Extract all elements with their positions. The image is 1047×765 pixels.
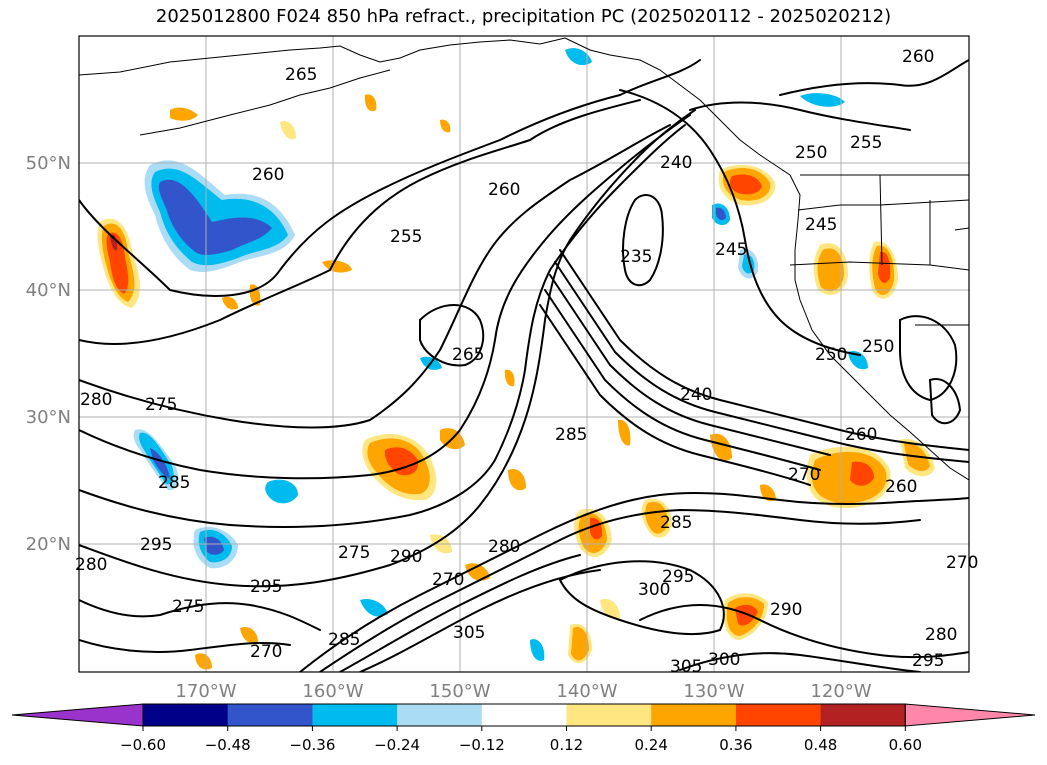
- colorbar-tick-label: 0.36: [719, 736, 752, 754]
- contour-label-group: 265 260 260 255 265 240 235 245 250 255 …: [75, 47, 978, 677]
- colorbar-segment: [227, 704, 313, 726]
- colorbar: [11, 703, 1036, 727]
- contour-label: 280: [80, 390, 112, 410]
- lat-label: 30°N: [26, 407, 71, 428]
- contour-label: 260: [845, 425, 877, 445]
- contour-label: 275: [172, 597, 204, 617]
- coastlines: [79, 37, 969, 481]
- contour-lines: [79, 59, 969, 672]
- contour-label: 285: [158, 473, 190, 493]
- colorbar-tick-label: −0.48: [205, 736, 251, 754]
- lon-label: 140°W: [556, 681, 617, 702]
- contour-label: 250: [795, 143, 827, 163]
- contour-label: 260: [902, 47, 934, 67]
- contour-label: 295: [250, 577, 282, 597]
- contour-label: 305: [453, 623, 485, 643]
- colorbar-segment: [481, 704, 567, 726]
- lat-label-group: 50°N 40°N 30°N 20°N: [26, 153, 71, 555]
- contour-label: 295: [662, 567, 694, 587]
- colorbar-segment: [566, 704, 652, 726]
- colorbar-segment: [397, 704, 483, 726]
- colorbar-tick-label: 0.60: [889, 736, 922, 754]
- lon-label: 150°W: [429, 681, 490, 702]
- contour-label: 235: [620, 247, 652, 267]
- colorbar-segment: [820, 704, 906, 726]
- lon-label-group: 170°W 160°W 150°W 140°W 130°W 120°W: [175, 681, 871, 702]
- colorbar-tick-label: 0.48: [804, 736, 837, 754]
- contour-label: 275: [338, 543, 370, 563]
- colorbar-extend-low: [11, 703, 144, 727]
- contour-label: 260: [488, 180, 520, 200]
- colorbar-tick-label: 0.24: [634, 736, 667, 754]
- contour-label: 285: [328, 630, 360, 650]
- contour-label: 250: [815, 345, 847, 365]
- contour-label: 275: [145, 395, 177, 415]
- colorbar-extend-high: [904, 703, 1036, 727]
- contour-label: 280: [488, 537, 520, 557]
- contour-label: 265: [452, 345, 484, 365]
- contour-label: 290: [770, 600, 802, 620]
- contour-label: 255: [850, 133, 882, 153]
- contour-label: 240: [660, 153, 692, 173]
- contour-label: 240: [680, 385, 712, 405]
- contour-label: 245: [715, 240, 747, 260]
- contour-label: 270: [250, 642, 282, 662]
- contour-label: 295: [140, 535, 172, 555]
- colorbar-tick-label: −0.12: [459, 736, 505, 754]
- contour-label: 270: [788, 465, 820, 485]
- contour-label: 260: [885, 477, 917, 497]
- lon-label: 170°W: [175, 681, 236, 702]
- contour-label: 265: [285, 65, 317, 85]
- contour-label: 295: [912, 651, 944, 671]
- colorbar-outline: [142, 703, 906, 727]
- precip-shading: [97, 48, 935, 670]
- colorbar-tick-group: −0.60 −0.48 −0.36 −0.24 −0.12 0.12 0.24 0.36 0.4…: [120, 726, 922, 754]
- contour-label: 290: [390, 547, 422, 567]
- colorbar-segment: [143, 704, 229, 726]
- contour-label: 300: [708, 650, 740, 670]
- colorbar-segment: [312, 704, 398, 726]
- lon-label: 130°W: [683, 681, 744, 702]
- colorbar-tick-label: −0.36: [289, 736, 335, 754]
- contour-label: 255: [390, 227, 422, 247]
- contour-label: 305: [670, 657, 702, 677]
- map-border: [78, 35, 970, 673]
- map-title: 2025012800 F024 850 hPa refract., precip…: [155, 6, 892, 27]
- lat-label: 50°N: [26, 153, 71, 174]
- contour-label: 285: [555, 425, 587, 445]
- contour-label: 260: [252, 165, 284, 185]
- colorbar-tick-label: −0.60: [120, 736, 166, 754]
- contour-label: 250: [862, 337, 894, 357]
- lon-label: 160°W: [302, 681, 363, 702]
- lon-label: 120°W: [810, 681, 871, 702]
- contour-label: 300: [638, 580, 670, 600]
- contour-label: 270: [432, 570, 464, 590]
- contour-label: 245: [805, 215, 837, 235]
- colorbar-tick-label: −0.24: [374, 736, 420, 754]
- contour-label: 280: [925, 625, 957, 645]
- contour-label: 280: [75, 555, 107, 575]
- contour-label: 285: [660, 513, 692, 533]
- contour-label: 270: [946, 553, 978, 573]
- colorbar-tick-label: 0.12: [550, 736, 583, 754]
- colorbar-segment: [651, 704, 737, 726]
- lat-label: 20°N: [26, 534, 71, 555]
- lat-label: 40°N: [26, 280, 71, 301]
- colorbar-segment: [735, 704, 822, 726]
